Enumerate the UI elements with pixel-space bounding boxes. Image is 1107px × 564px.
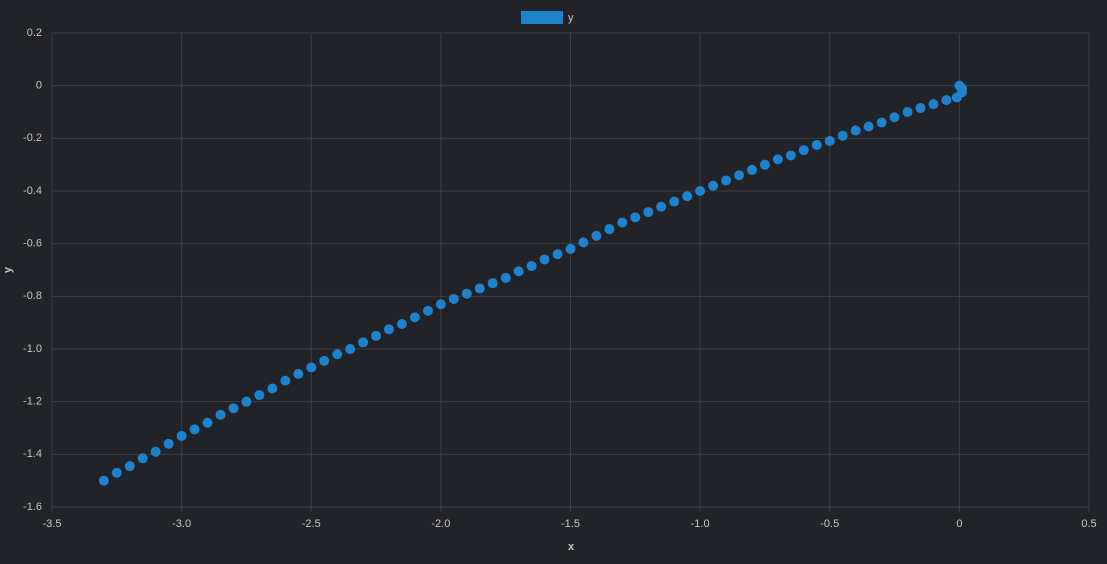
x-tick-label: -2.5 (302, 518, 321, 530)
point (876, 117, 887, 128)
y-tick-label: -0.2 (23, 132, 42, 144)
y-tick-label: 0 (36, 80, 42, 92)
point (682, 191, 693, 202)
y-tick-label: -0.6 (23, 238, 42, 250)
point (915, 103, 926, 114)
point (358, 337, 369, 348)
point (526, 261, 537, 272)
point (513, 266, 524, 277)
point (643, 207, 654, 218)
point (150, 446, 161, 457)
point (215, 409, 226, 420)
point (319, 355, 330, 366)
x-tick-label: -3.5 (43, 518, 62, 530)
x-tick-label: 0.5 (1081, 518, 1096, 530)
x-tick-label: -2.0 (431, 518, 450, 530)
point (824, 135, 835, 146)
x-tick-label: -3.0 (172, 518, 191, 530)
point (371, 330, 382, 341)
point (902, 107, 913, 117)
point (772, 154, 783, 165)
point (98, 475, 109, 486)
point (409, 312, 420, 323)
point (241, 396, 252, 407)
y-tick-label: -1.4 (23, 448, 42, 460)
point (176, 430, 187, 441)
point (111, 467, 122, 478)
point (928, 99, 939, 110)
x-tick-label: -0.5 (820, 518, 839, 530)
point (565, 243, 576, 254)
point (163, 438, 174, 449)
point (951, 92, 962, 103)
point (189, 424, 200, 435)
point (345, 344, 356, 354)
point (785, 150, 796, 161)
x-tick-label: 0 (956, 518, 962, 530)
point (656, 201, 667, 212)
point (591, 230, 602, 241)
point (941, 95, 952, 106)
point (746, 164, 757, 175)
point (617, 217, 628, 228)
y-tick-label: -1.6 (23, 501, 42, 513)
y-tick-label: 0.2 (27, 27, 42, 39)
point (487, 278, 498, 289)
y-tick-label: -0.8 (23, 290, 42, 302)
x-tick-label: -1.0 (691, 518, 710, 530)
point (578, 237, 589, 248)
point (759, 159, 770, 170)
legend-label: y (568, 12, 574, 24)
point (863, 121, 874, 132)
point (306, 362, 317, 373)
point (267, 383, 278, 394)
point (889, 112, 900, 123)
x-tick-label: -1.5 (561, 518, 580, 530)
point (669, 196, 680, 207)
legend-swatch (521, 11, 563, 24)
point (435, 299, 446, 310)
point (448, 293, 459, 304)
point (293, 369, 304, 380)
point (604, 224, 615, 235)
y-tick-label: -0.4 (23, 185, 42, 197)
point (461, 288, 472, 299)
point (500, 272, 511, 283)
point (384, 324, 395, 335)
point (228, 403, 239, 414)
point (539, 254, 550, 265)
point (422, 305, 433, 316)
point (798, 145, 809, 156)
point (332, 349, 343, 360)
point (721, 175, 732, 186)
point (552, 249, 563, 260)
series (98, 80, 967, 486)
point (280, 375, 291, 386)
point (124, 461, 135, 472)
point (708, 180, 719, 191)
point (837, 130, 848, 141)
point (811, 139, 822, 150)
point (630, 212, 641, 223)
point (695, 186, 706, 196)
point (474, 283, 485, 294)
y-tick-label: -1.2 (23, 396, 42, 408)
x-axis-label: x (568, 541, 575, 553)
point (850, 125, 861, 136)
point (202, 417, 213, 428)
y-axis-label: y (2, 266, 14, 273)
point (137, 453, 148, 464)
point (254, 390, 265, 401)
point (734, 170, 745, 181)
point (396, 318, 407, 329)
y-tick-label: -1.0 (23, 343, 42, 355)
